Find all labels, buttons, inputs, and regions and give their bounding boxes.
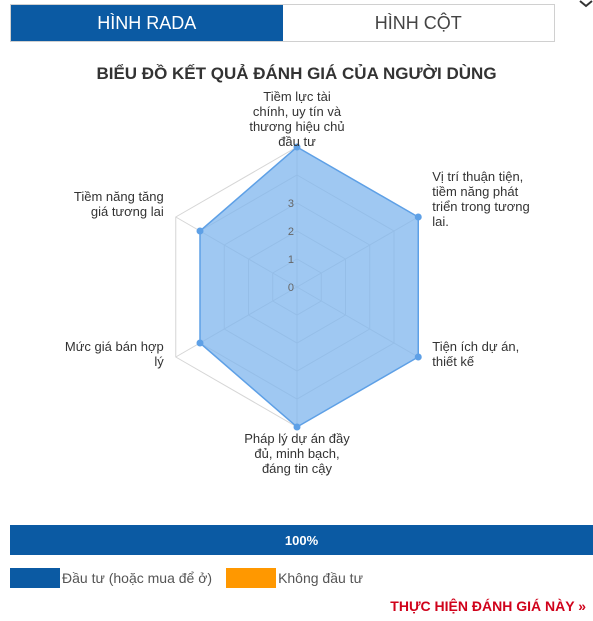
legend-label-no-invest: Không đầu tư <box>278 570 363 586</box>
progress-label: 100% <box>284 532 319 548</box>
tick-label: 0 <box>288 282 294 294</box>
legend: Đầu tư (hoặc mua để ở) Không đầu tư <box>10 568 377 588</box>
category-label: Vị trí thuận tiện, tiềm năng phát triển tr… <box>432 169 529 229</box>
category-label: Pháp lý dự án đầy đủ, minh bạch, đáng tin … <box>244 431 350 476</box>
category-label-line: đầu tư <box>278 134 316 149</box>
category-label-line: thương hiệu chủ <box>249 119 344 134</box>
category-label-line: thiết kế <box>432 354 475 369</box>
legend-swatch-invest <box>10 568 60 588</box>
legend-label-invest: Đầu tư (hoặc mua để ở) <box>62 570 213 586</box>
category-label-line: Pháp lý dự án đầy <box>244 431 350 446</box>
category-label-line: đủ, minh bạch, <box>254 446 339 461</box>
category-label-line: Tiện ích dự án, <box>432 339 519 354</box>
legend-item-no-invest[interactable]: Không đầu tư <box>226 568 363 588</box>
data-point[interactable] <box>196 339 204 347</box>
data-point[interactable] <box>196 227 204 235</box>
category-label-line: Mức giá bán hợp <box>65 339 164 354</box>
data-point[interactable] <box>293 423 301 431</box>
legend-item-invest[interactable]: Đầu tư (hoặc mua để ở) <box>10 568 212 588</box>
category-label-line: chính, uy tín và <box>253 104 342 119</box>
tick-label: 2 <box>288 226 294 238</box>
category-label-line: Vị trí thuận tiện, <box>432 169 523 184</box>
evaluate-link[interactable]: THỰC HIỆN ĐÁNH GIÁ NÀY » <box>390 598 586 614</box>
category-label-line: tiềm năng phát <box>432 184 518 199</box>
category-label: Mức giá bán hợp lý <box>65 339 164 369</box>
chart-title: BIỂU ĐỒ KẾT QUẢ ĐÁNH GIÁ CỦA NGƯỜI DÙNG <box>96 64 497 83</box>
chart-type-tabs: HÌNH RADA HÌNH CỘT <box>10 4 555 42</box>
tick-label: 1 <box>288 254 294 266</box>
data-point[interactable] <box>414 353 422 361</box>
data-point[interactable] <box>293 143 301 151</box>
category-label-line: triển trong tương <box>432 199 529 214</box>
category-label: Tiện ích dự án, thiết kế <box>432 339 519 369</box>
category-label-line: giá tương lai <box>91 204 164 219</box>
legend-swatch-no-invest <box>226 568 277 588</box>
tab-radar[interactable]: HÌNH RADA <box>11 5 283 41</box>
series-area-invest <box>199 146 419 428</box>
category-label: Tiềm năng tăng giá tương lai <box>74 189 164 219</box>
tick-label: 3 <box>288 198 294 210</box>
category-label-line: Tiềm năng tăng <box>74 189 164 204</box>
category-label-line: lý <box>154 354 164 369</box>
category-label-line: lai. <box>432 214 449 229</box>
corner-arrow-icon <box>579 0 593 8</box>
category-label-line: Tiềm lực tài <box>263 89 331 104</box>
category-label-line: đáng tin cậy <box>262 461 333 476</box>
category-label: Tiềm lực tài chính, uy tín và thương hiệu … <box>249 89 344 149</box>
data-point[interactable] <box>414 213 422 221</box>
tab-column[interactable]: HÌNH CỘT <box>282 5 554 41</box>
progress-bar: 100% <box>10 525 593 555</box>
